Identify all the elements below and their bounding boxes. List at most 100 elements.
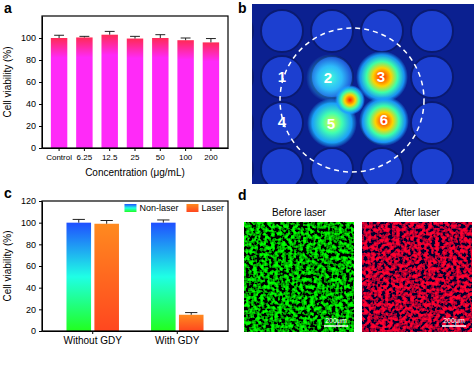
error-bar: [185, 313, 197, 315]
error-bar: [155, 35, 165, 38]
well-label: 5: [327, 115, 335, 132]
well: [411, 56, 453, 98]
tick: 100: [179, 148, 193, 162]
well: [252, 10, 253, 52]
tick: 80: [26, 55, 42, 65]
tick-label: 20: [26, 305, 36, 315]
laser-area: [280, 28, 424, 172]
well: [411, 148, 453, 184]
tick-mark: [39, 223, 42, 224]
y-axis-title: Cell viability (%): [2, 46, 13, 117]
well: [411, 10, 453, 52]
y-axis-line: [42, 17, 43, 149]
tick-mark: [59, 148, 60, 151]
tick-label: 80: [26, 55, 36, 65]
error-bar: [101, 221, 113, 224]
error-bar: [54, 35, 64, 38]
tick-mark: [84, 148, 85, 151]
y-axis-line: [42, 202, 43, 332]
tick: 50: [156, 148, 165, 162]
bar: [203, 42, 219, 148]
tick-label: 0: [31, 326, 36, 336]
error-bar: [157, 220, 169, 223]
legend-item: Non-laser: [124, 203, 178, 213]
plot-area: [51, 31, 219, 148]
tick-mark: [39, 331, 42, 332]
tick-mark: [39, 82, 42, 83]
tick-mark: [39, 60, 42, 61]
x-axis-title: Concentration (μg/mL): [85, 167, 185, 178]
tick: 0: [31, 143, 42, 153]
tick-mark: [210, 148, 211, 151]
tick: 200: [204, 148, 218, 162]
tick: 6.25: [77, 148, 93, 162]
image-title: After laser: [394, 207, 440, 218]
bar: [76, 37, 92, 148]
heat-spot: [359, 96, 409, 146]
panel-label: c: [4, 185, 12, 201]
tick-mark: [39, 309, 42, 310]
well: [311, 148, 353, 184]
tick-mark: [160, 148, 161, 151]
bar: [151, 223, 176, 331]
tick-label: 12.5: [102, 153, 118, 162]
panel-label: a: [4, 0, 12, 16]
tick: 12.5: [102, 148, 118, 162]
fluorescence-image: [244, 222, 354, 332]
bar: [177, 40, 193, 148]
tick: Control: [46, 148, 72, 162]
plot-area: [66, 219, 203, 331]
well: [261, 10, 303, 52]
tick-mark: [39, 104, 42, 105]
fluorescence-image: [362, 222, 472, 332]
well: [361, 10, 403, 52]
tick-label: 100: [21, 33, 36, 43]
tick-mark: [39, 244, 42, 245]
figure: a020406080100Control6.2512.52550100200Co…: [0, 0, 474, 366]
tick-label: 40: [26, 99, 36, 109]
tick-mark: [39, 148, 42, 149]
tick-label: Control: [46, 153, 72, 162]
tick-label: 25: [131, 153, 140, 162]
tick-label: 60: [26, 261, 36, 271]
bar: [127, 39, 143, 148]
tick-label: 120: [21, 196, 36, 206]
well: [411, 102, 453, 144]
thermal-image: [252, 4, 474, 184]
well-label: 1: [278, 68, 286, 85]
tick-label: 0: [31, 143, 36, 153]
error-bar: [130, 36, 140, 38]
tick-label: With GDY: [155, 335, 200, 346]
tick: 40: [26, 99, 42, 109]
tick: Without GDY: [64, 331, 123, 346]
tick-mark: [109, 148, 110, 151]
tick-label: 80: [26, 240, 36, 250]
tick: 100: [21, 33, 42, 43]
scale-bar-label: 200μm: [325, 317, 347, 325]
panel-label: d: [238, 187, 247, 203]
tick: 25: [131, 148, 140, 162]
scale-bar: [442, 325, 466, 327]
tick-label: 50: [156, 153, 165, 162]
legend-item: Laser: [186, 203, 224, 213]
x-axis: Without GDY With GDY: [43, 331, 229, 346]
error-bar: [79, 36, 89, 37]
heat-spot: [335, 85, 365, 115]
legend-swatch: [186, 204, 198, 212]
x-axis: Control 6.25 12.5 25 50 100 200: [43, 148, 229, 162]
tick: 80: [26, 240, 42, 250]
tick-mark: [39, 201, 42, 202]
tick-label: 100: [21, 218, 36, 228]
bar: [66, 223, 91, 331]
tick-mark: [39, 126, 42, 127]
tick-label: Without GDY: [64, 335, 123, 346]
y-axis-title: Cell viability (%): [2, 230, 13, 301]
well-label: 4: [278, 113, 287, 130]
tick: 120: [21, 196, 42, 206]
tick-mark: [92, 331, 93, 334]
well: [261, 56, 303, 98]
tick: 40: [26, 283, 42, 293]
bar: [101, 35, 117, 148]
tick-label: 100: [179, 153, 193, 162]
panel-label: b: [238, 0, 247, 16]
